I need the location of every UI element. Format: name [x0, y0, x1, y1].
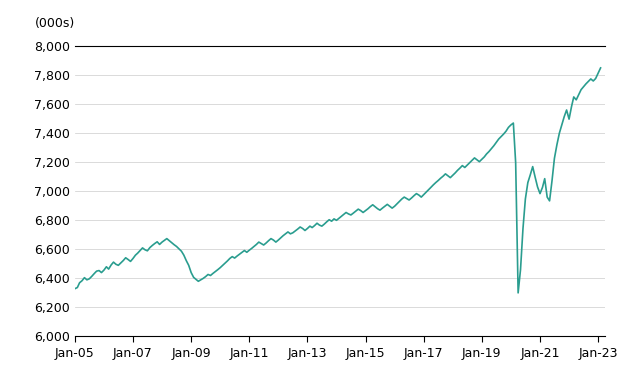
- Text: (000s): (000s): [35, 17, 76, 30]
